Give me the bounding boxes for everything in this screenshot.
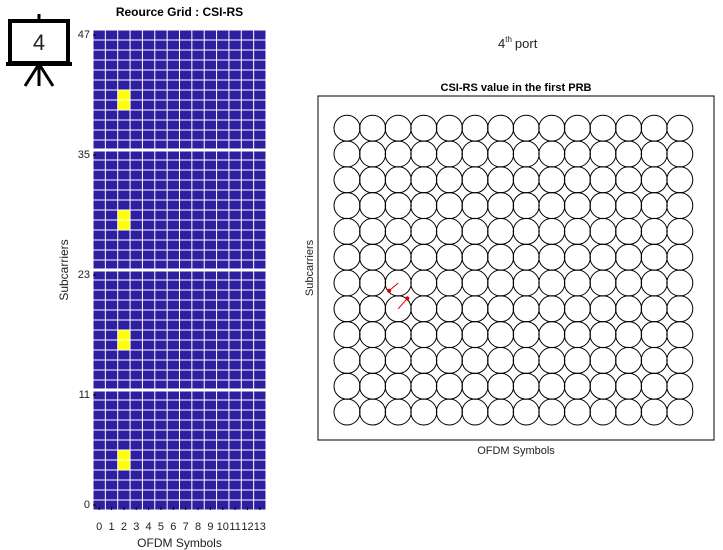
- highlight-cell: [117, 90, 131, 100]
- port-number: 4: [498, 36, 505, 51]
- x-tick-label: 12: [241, 521, 253, 533]
- y-tick-label: 23: [78, 269, 90, 281]
- highlight-cell: [117, 460, 131, 470]
- x-tick-label: 11: [229, 521, 240, 533]
- phasor-arrow: [397, 296, 410, 310]
- highlight-cell: [117, 340, 131, 350]
- x-tick-label: 5: [158, 521, 164, 533]
- x-axis-label: OFDM Symbols: [477, 445, 555, 457]
- y-axis-label: Subcarriers: [57, 239, 71, 300]
- highlight-cell: [117, 210, 131, 220]
- highlight-cell: [117, 450, 131, 460]
- y-tick-label: 11: [79, 389, 90, 401]
- x-tick-label: 1: [108, 521, 114, 533]
- x-tick-label: 2: [121, 521, 127, 533]
- port-suffix: th: [505, 35, 512, 44]
- y-tick-label: 47: [78, 29, 90, 41]
- x-tick-label: 0: [96, 521, 102, 533]
- x-tick-label: 9: [207, 521, 213, 533]
- highlight-cell: [117, 220, 131, 230]
- x-tick-label: 10: [217, 521, 229, 533]
- chart-title: CSI-RS value in the first PRB: [441, 82, 592, 94]
- x-tick-label: 13: [254, 521, 266, 533]
- x-tick-label: 8: [195, 521, 201, 533]
- highlight-cell: [117, 330, 131, 340]
- port-word: port: [515, 36, 538, 51]
- slide-number: 4: [33, 30, 45, 55]
- chart-title: Reource Grid : CSI-RS: [116, 5, 243, 19]
- x-tick-label: 3: [133, 521, 139, 533]
- port-label: 4th port: [498, 35, 538, 51]
- x-tick-label: 7: [183, 521, 189, 533]
- slide-icon: 4: [6, 14, 72, 87]
- y-axis-label: Subcarriers: [304, 239, 316, 296]
- x-axis-label: OFDM Symbols: [137, 536, 222, 550]
- y-tick-label: 0: [84, 499, 90, 511]
- highlight-cell: [117, 100, 131, 110]
- x-tick-label: 6: [170, 521, 176, 533]
- axes-box: [317, 95, 715, 441]
- phasor-arrow: [387, 282, 399, 293]
- y-tick-label: 35: [78, 149, 90, 161]
- x-tick-label: 4: [146, 521, 152, 533]
- unit-circle: [666, 114, 694, 142]
